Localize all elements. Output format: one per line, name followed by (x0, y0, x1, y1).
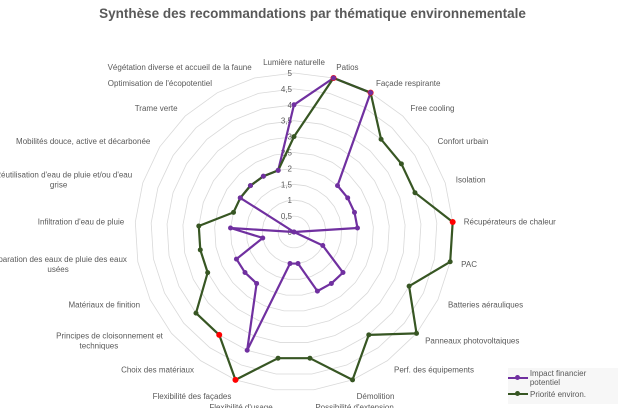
category-label: Matériaux de finition (68, 300, 140, 309)
tick-label: 1 (288, 196, 293, 205)
data-point (260, 235, 266, 241)
tick-label: 3 (288, 133, 293, 142)
grid-ring (182, 120, 406, 343)
series-line-0 (229, 76, 372, 352)
data-point (242, 270, 248, 276)
data-point (307, 355, 313, 361)
category-label: Mobilités douce, active et décarbonée (16, 137, 151, 146)
data-point (291, 134, 297, 140)
data-point (228, 225, 234, 231)
tick-label: 1,5 (281, 180, 293, 189)
data-point (287, 261, 293, 267)
category-label: Flexibilité d'usage (209, 403, 273, 408)
data-point (406, 283, 412, 289)
category-label: Possibilité d'extension (315, 403, 393, 408)
legend-label: Impact financier potentiel (529, 369, 587, 387)
category-label: Réutilisation d'eau de pluie et/ou d'eau… (0, 170, 132, 189)
category-label: Perf. des équipements (394, 366, 474, 375)
grid-ring (214, 152, 374, 312)
category-label: Free cooling (410, 104, 454, 113)
grid-ring (150, 88, 438, 375)
grid-ring (245, 183, 343, 280)
category-label: Flexibilité des façades (153, 392, 232, 401)
category-label: Trame verte (135, 104, 178, 113)
chart-title: Synthèse des recommandations par thémati… (99, 6, 526, 21)
data-point (331, 75, 337, 81)
highlighted-point (449, 219, 456, 226)
data-point (205, 270, 211, 276)
data-point (314, 288, 320, 294)
legend-swatch (508, 391, 528, 396)
data-point (237, 195, 243, 201)
data-point (345, 195, 351, 201)
data-point (295, 261, 301, 267)
data-point (328, 280, 334, 286)
category-label: Panneaux photovoltaiques (425, 336, 519, 345)
data-point (193, 310, 199, 316)
data-point (398, 161, 404, 167)
category-label: Principes de cloisonnement et techniques (56, 331, 164, 350)
category-label: Végétation diverse et accueil de la faun… (108, 63, 253, 72)
tick-label: 0,5 (281, 212, 293, 221)
data-point (340, 270, 346, 276)
category-label: Lumière naturelle (263, 58, 325, 67)
data-point (335, 183, 341, 189)
category-label: Confort urbain (438, 137, 489, 146)
category-label: Patios (336, 63, 358, 72)
data-point (368, 90, 374, 96)
grid-ring (134, 72, 454, 391)
tick-label: 4,5 (281, 85, 293, 94)
category-label: PAC (461, 260, 477, 269)
data-point (197, 247, 203, 253)
data-point (354, 225, 360, 231)
data-point (247, 183, 253, 189)
data-point (350, 377, 356, 383)
legend-item-impact: Impact financier potentiel (508, 369, 618, 387)
data-point (275, 167, 281, 173)
data-point (378, 136, 384, 142)
legend-item-priorite: Priorité environ. (508, 386, 618, 402)
data-point (244, 347, 250, 353)
data-point (291, 102, 297, 108)
data-point (291, 229, 297, 235)
category-label: Façade respirante (376, 79, 441, 88)
category-label: Optimisation de l'écopotentiel (108, 79, 212, 88)
grid-ring (198, 136, 390, 328)
legend-label: Priorité environ. (530, 389, 587, 399)
tick-label: 5 (288, 69, 293, 78)
legend: Impact financier potentiel Priorité envi… (508, 368, 618, 404)
data-point (231, 209, 237, 215)
data-point (275, 355, 281, 361)
data-point (260, 173, 266, 179)
data-point (447, 259, 453, 265)
data-point (412, 190, 418, 196)
legend-swatch (508, 375, 528, 380)
data-point (233, 256, 239, 262)
category-label: Séparation des eaux de pluie des eaux usé… (0, 255, 127, 274)
series-line-1 (194, 76, 454, 381)
category-label: Choix des matériaux (121, 366, 194, 375)
tick-label: 2 (288, 164, 293, 173)
data-point (196, 223, 202, 229)
data-point (414, 330, 420, 336)
category-label: Batteries aérauliques (448, 300, 523, 309)
tick-label: 3,5 (281, 117, 293, 126)
highlighted-point (216, 331, 223, 338)
data-point (254, 280, 260, 286)
category-label: Récupérateurs de chaleur (464, 217, 556, 226)
category-label: Démolition (357, 392, 395, 401)
highlighted-point (232, 376, 239, 383)
category-label: Isolation (456, 175, 486, 184)
data-point (351, 209, 357, 215)
category-label: Infiltration d'eau de pluie (38, 217, 125, 226)
tick-label: 4 (288, 101, 293, 110)
data-point (366, 332, 372, 338)
data-point (320, 243, 326, 249)
